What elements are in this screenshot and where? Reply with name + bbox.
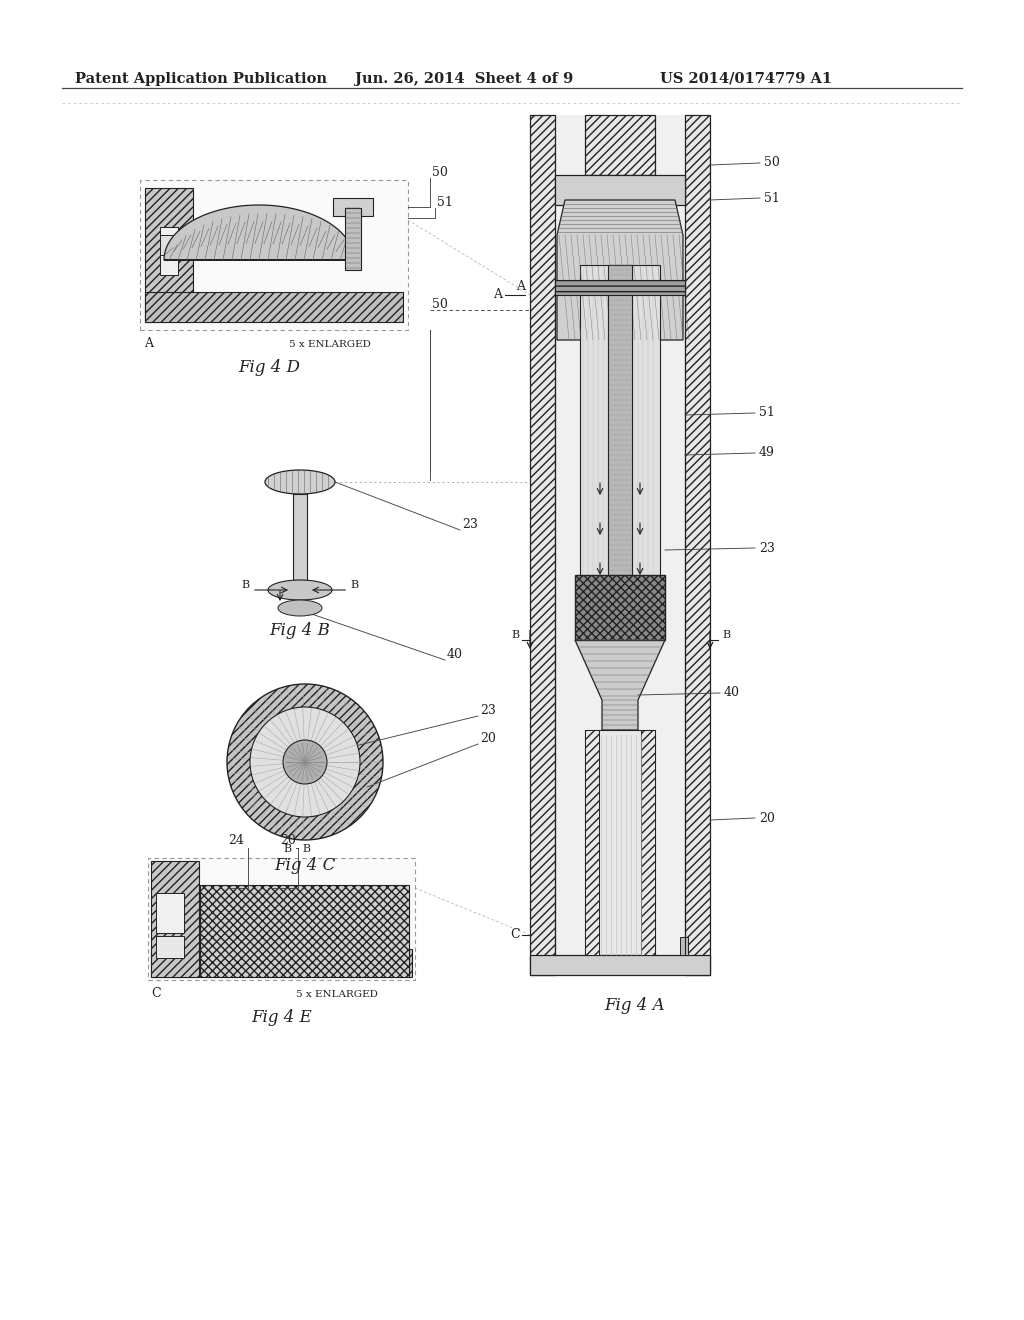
Text: 20: 20: [480, 733, 496, 744]
Text: A: A: [493, 289, 502, 301]
Text: A: A: [516, 280, 525, 293]
Bar: [151, 861, 199, 977]
Text: C: C: [510, 928, 520, 941]
Bar: [575, 576, 665, 640]
Text: 50: 50: [764, 157, 780, 169]
Text: Fig 4 C: Fig 4 C: [274, 857, 336, 874]
Bar: [641, 730, 655, 954]
Text: 50: 50: [432, 298, 447, 312]
Circle shape: [250, 708, 360, 817]
Text: 23: 23: [462, 517, 478, 531]
Ellipse shape: [268, 579, 332, 601]
Polygon shape: [557, 201, 683, 341]
Text: 5 x ENLARGED: 5 x ENLARGED: [289, 341, 371, 348]
Polygon shape: [164, 205, 354, 260]
Bar: [585, 730, 599, 954]
Text: 49: 49: [759, 446, 775, 459]
Bar: [200, 884, 409, 977]
Text: 40: 40: [724, 686, 740, 700]
Text: 51: 51: [759, 407, 775, 420]
Text: US 2014/0174779 A1: US 2014/0174779 A1: [660, 73, 833, 86]
Bar: [160, 235, 178, 255]
Bar: [585, 115, 655, 176]
Text: B: B: [512, 630, 520, 640]
Bar: [685, 115, 710, 975]
Polygon shape: [575, 640, 665, 730]
Text: 23: 23: [480, 704, 496, 717]
Bar: [333, 198, 373, 216]
Text: 51: 51: [437, 195, 453, 209]
Text: B - B: B - B: [284, 843, 310, 854]
Bar: [680, 937, 688, 954]
Bar: [555, 115, 685, 975]
Bar: [585, 730, 655, 954]
Text: 40: 40: [447, 648, 463, 661]
Bar: [555, 176, 685, 205]
Text: Fig 4 A: Fig 4 A: [605, 997, 666, 1014]
Text: 23: 23: [759, 541, 775, 554]
Text: 20: 20: [280, 834, 296, 847]
Bar: [145, 292, 403, 322]
Bar: [145, 187, 193, 322]
Text: Fig 4 E: Fig 4 E: [251, 1008, 312, 1026]
Bar: [555, 280, 685, 294]
Circle shape: [283, 741, 327, 784]
Bar: [345, 209, 361, 271]
Text: Fig 4 D: Fig 4 D: [238, 359, 300, 376]
Ellipse shape: [278, 601, 322, 616]
Text: 5 x ENLARGED: 5 x ENLARGED: [297, 990, 379, 999]
Ellipse shape: [265, 470, 335, 494]
Circle shape: [227, 684, 383, 840]
Text: B: B: [242, 579, 250, 590]
Text: A: A: [144, 337, 153, 350]
Text: 50: 50: [432, 166, 447, 180]
Bar: [530, 115, 555, 975]
Text: C: C: [151, 987, 161, 1001]
Bar: [140, 180, 408, 330]
Bar: [151, 949, 412, 977]
Text: 24: 24: [228, 834, 244, 847]
Text: Fig 4 B: Fig 4 B: [269, 622, 331, 639]
Text: 51: 51: [764, 191, 780, 205]
Text: B: B: [350, 579, 358, 590]
Bar: [156, 894, 184, 933]
Bar: [148, 858, 415, 979]
Bar: [530, 954, 710, 975]
Text: Jun. 26, 2014  Sheet 4 of 9: Jun. 26, 2014 Sheet 4 of 9: [355, 73, 573, 86]
Bar: [580, 265, 660, 620]
Bar: [608, 265, 632, 640]
Bar: [160, 227, 178, 275]
Text: Patent Application Publication: Patent Application Publication: [75, 73, 327, 86]
Bar: [156, 936, 184, 958]
Text: 20: 20: [759, 812, 775, 825]
Text: B: B: [722, 630, 730, 640]
Bar: [293, 494, 307, 579]
